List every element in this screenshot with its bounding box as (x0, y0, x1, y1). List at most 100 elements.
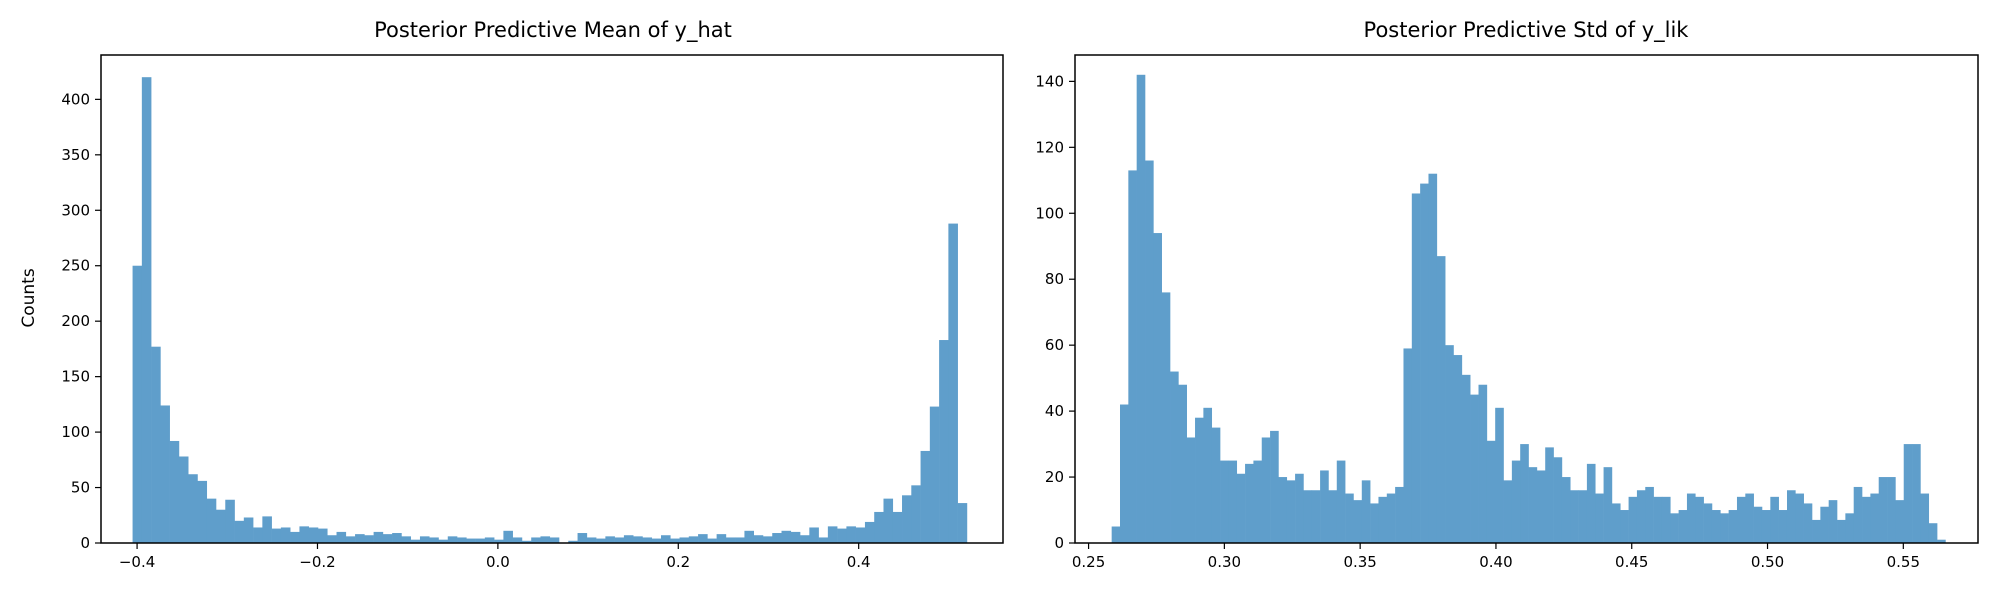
y-tick-label: 140 (1035, 72, 1064, 90)
histogram-bar (1545, 447, 1554, 543)
histogram-bar (1520, 444, 1529, 543)
y-tick-label: 50 (71, 479, 90, 497)
histogram-bar (1728, 510, 1738, 543)
histogram-bar (225, 499, 235, 543)
histogram-bar (253, 527, 263, 543)
y-tick-label: 100 (61, 423, 90, 441)
histogram-bar (1837, 519, 1846, 543)
histogram-bar (1870, 493, 1880, 543)
histogram-bar (939, 340, 949, 543)
histogram-bar (197, 480, 208, 543)
histogram-bar (800, 535, 810, 543)
histogram-bar (1553, 457, 1563, 543)
histogram-bar (271, 528, 282, 543)
histogram-bar (586, 537, 597, 543)
y-tick-label: 200 (61, 312, 90, 330)
histogram-bar (1428, 173, 1438, 543)
histogram-bar (744, 530, 754, 543)
histogram-bar (1328, 490, 1338, 543)
histogram-bar (1286, 480, 1296, 543)
histogram-bar (762, 536, 773, 543)
histogram-bar (883, 498, 894, 543)
histogram-bar (827, 526, 838, 543)
histogram-bar (540, 536, 551, 543)
histogram-bar (1170, 371, 1179, 543)
histogram-bar (1803, 503, 1813, 543)
histogram-bar (1878, 477, 1888, 543)
histogram-bar (874, 511, 884, 543)
x-tick-label: 0.40 (1479, 553, 1512, 571)
histogram-bar (1812, 519, 1821, 543)
histogram-bar (1661, 496, 1671, 543)
histogram-bar (503, 530, 513, 543)
histogram-bar (605, 536, 615, 543)
histogram-bar (1386, 493, 1396, 543)
histogram-bar (1320, 470, 1329, 543)
histogram-bar (1636, 490, 1646, 543)
x-tick-label: 0.55 (1887, 553, 1920, 571)
histogram-bar (1903, 444, 1913, 543)
histogram-bar (707, 538, 717, 543)
histogram-bar (864, 521, 875, 543)
plot-area-frame (1074, 54, 1979, 544)
histogram-bar (929, 406, 940, 543)
histogram-bar (948, 223, 958, 543)
histogram-bar (512, 537, 523, 543)
histogram-bar (1895, 500, 1905, 543)
histogram-bar (243, 517, 254, 543)
histogram-bar (577, 533, 588, 543)
histogram-bars (1111, 74, 1946, 544)
histogram-bar (169, 440, 180, 543)
histogram-bar (642, 537, 653, 543)
histogram-bar (1486, 440, 1496, 543)
histogram-bar (1453, 355, 1463, 543)
histogram-bar (1670, 513, 1679, 543)
histogram-bar (1270, 430, 1279, 543)
histogram-bar (401, 536, 411, 543)
histogram-bar (1245, 463, 1254, 543)
y-tick-label: 300 (61, 201, 90, 219)
histogram-bar (1853, 486, 1863, 543)
histogram-bar (1795, 493, 1804, 543)
histogram-bar (1711, 510, 1721, 543)
histogram-bar (336, 531, 347, 543)
histogram-bar (688, 536, 699, 543)
y-axis-label: Counts (19, 268, 39, 327)
x-tick-label: 0.30 (1208, 553, 1241, 571)
histogram-bar (466, 538, 476, 543)
histogram-bar (660, 535, 671, 543)
histogram-bar (1912, 444, 1921, 543)
histogram-bar (1336, 460, 1346, 543)
histogram-bar (1686, 493, 1696, 543)
y-axis-ticks: 0 50 100 150 200 250 300 350 400 (61, 90, 101, 552)
histogram-bar (1261, 437, 1271, 543)
histogram-bar (1211, 427, 1221, 543)
histogram-bar (1153, 233, 1162, 543)
x-axis-ticks: 0.25 0.30 0.35 0.40 0.45 0.50 0.55 (1072, 543, 1920, 571)
histogram-bar (141, 77, 152, 543)
histogram-bar (1478, 384, 1488, 543)
histogram-bar (809, 527, 819, 543)
histogram-bar (521, 540, 532, 543)
histogram-bar (327, 535, 337, 543)
histogram-bar (1578, 490, 1588, 543)
x-tick-label: 0.50 (1751, 553, 1784, 571)
y-tick-label: 100 (1035, 204, 1064, 222)
histogram-bar (382, 534, 393, 543)
y-tick-label: 60 (1045, 336, 1064, 354)
histogram-bar (1378, 496, 1388, 543)
histogram-bar (1370, 503, 1379, 543)
histogram-bar (1586, 463, 1596, 543)
histogram-bar (855, 527, 866, 543)
histogram-bar (1887, 477, 1896, 543)
histogram-bar (364, 535, 374, 543)
histogram-bar (1937, 539, 1946, 543)
histogram-bar (1628, 496, 1638, 543)
histogram-bar (280, 527, 291, 543)
histogram-bar (1820, 506, 1829, 543)
histogram-bar (132, 265, 143, 543)
histogram-bar (1603, 467, 1613, 543)
plot-area-frame (100, 54, 1004, 544)
x-tick-label: −0.4 (119, 553, 155, 571)
